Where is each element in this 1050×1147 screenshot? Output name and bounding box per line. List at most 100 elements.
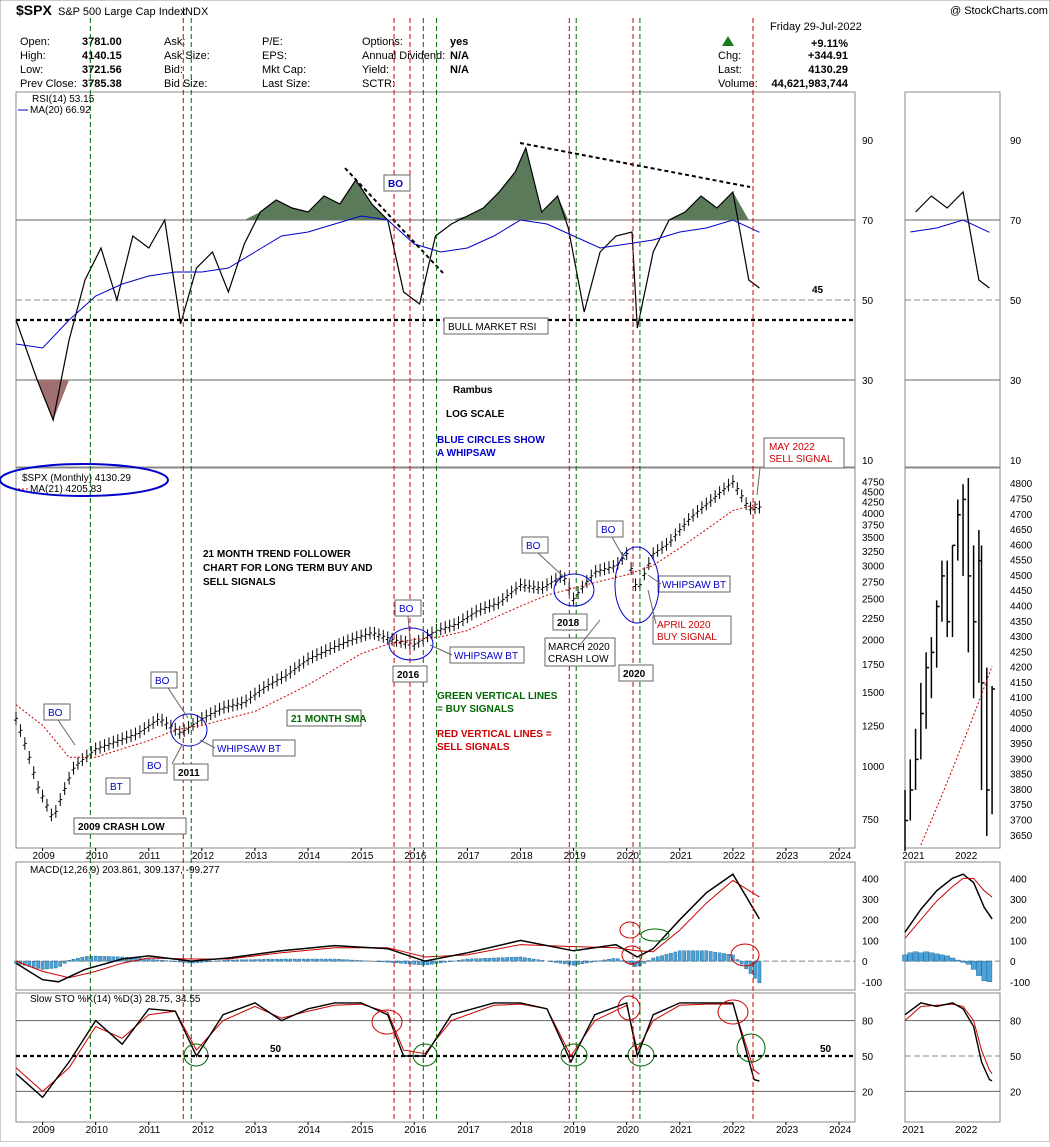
macd-histogram-bar xyxy=(377,961,380,962)
macd-histogram-bar xyxy=(262,959,265,961)
x-axis-year-label: 2009 xyxy=(33,1125,56,1136)
macd-histogram-bar xyxy=(227,960,230,961)
inset-sto-tick-label: 80 xyxy=(1010,1017,1022,1028)
macd-histogram-bar xyxy=(205,961,208,962)
bull-market-rsi-label: BULL MARKET RSI xyxy=(448,322,536,333)
inset-price-tick-label: 4400 xyxy=(1010,601,1033,612)
price-tick-label: 3000 xyxy=(862,561,885,572)
inset-price-tick-label: 4050 xyxy=(1010,709,1033,720)
price-tick-label: 2500 xyxy=(862,595,885,606)
red-lines-label-1: RED VERTICAL LINES = xyxy=(437,729,552,740)
macd-histogram-bar xyxy=(479,959,482,962)
macd-histogram-bar xyxy=(537,960,540,961)
macd-histogram-bar xyxy=(687,951,690,961)
macd-histogram-bar xyxy=(245,960,248,961)
macd-histogram-bar xyxy=(665,954,668,961)
year-callout-2011: 2011 xyxy=(178,768,200,779)
callout-pointer xyxy=(612,537,625,560)
price-tick-label: 1250 xyxy=(862,721,885,732)
macd-histogram-bar xyxy=(98,956,101,961)
macd-histogram-bar xyxy=(466,959,469,961)
inset-macd-histogram-bar xyxy=(939,955,944,961)
march-crash-label-2: CRASH LOW xyxy=(548,654,609,665)
copyright: @ StockCharts.com xyxy=(950,5,1048,17)
macd-histogram-bar xyxy=(59,961,62,966)
whipsaw-label-2011: WHIPSAW BT xyxy=(217,744,281,755)
inset-panel-frame xyxy=(905,468,1000,848)
inset-macd-histogram-bar xyxy=(966,961,971,964)
inset-price-tick-label: 4100 xyxy=(1010,693,1033,704)
index-name: S&P 500 Large Cap Index xyxy=(58,6,186,18)
trend-follower-label-1: 21 MONTH TREND FOLLOWER xyxy=(203,549,352,560)
year-callout-2020: 2020 xyxy=(623,669,646,680)
macd-histogram-bar xyxy=(41,961,44,969)
header-field-label: Yield: xyxy=(362,64,389,76)
inset-rsi-line xyxy=(916,192,990,288)
macd-tick-label: -100 xyxy=(862,978,882,989)
macd-histogram-bar xyxy=(705,951,708,961)
macd-histogram-bar xyxy=(501,958,504,961)
header-field-label: Chg: xyxy=(718,50,741,62)
macd-histogram-bar xyxy=(709,951,712,961)
macd-histogram-bar xyxy=(280,959,283,961)
inset-macd-histogram-bar xyxy=(924,952,929,961)
macd-histogram-bar xyxy=(342,960,345,962)
inset-macd-histogram-bar xyxy=(929,953,934,961)
inset-macd-tick-label: 400 xyxy=(1010,874,1027,885)
macd-histogram-bar xyxy=(700,951,703,961)
macd-histogram-bar xyxy=(607,959,610,961)
macd-histogram-bar xyxy=(572,961,575,965)
macd-histogram-bar xyxy=(740,961,743,964)
rsi-45-label: 45 xyxy=(812,285,824,296)
macd-histogram-bar xyxy=(399,961,402,963)
x-axis-year-label: 2023 xyxy=(776,1125,799,1136)
macd-histogram-bar xyxy=(174,961,177,962)
macd-histogram-bar xyxy=(50,961,53,968)
macd-histogram-bar xyxy=(528,958,531,961)
header-field-value: 4130.29 xyxy=(808,64,848,76)
price-tick-label: 2750 xyxy=(862,577,885,588)
macd-histogram-bar xyxy=(346,960,349,961)
macd-histogram-bar xyxy=(532,959,535,961)
macd-histogram-bar xyxy=(417,961,420,965)
rsi-tick-label: 70 xyxy=(862,216,874,227)
green-lines-label-1: GREEN VERTICAL LINES xyxy=(437,691,558,702)
bo-label: BO xyxy=(399,604,414,615)
macd-histogram-bar xyxy=(603,960,606,961)
macd-histogram-bar xyxy=(267,959,270,961)
rsi-bo-label: BO xyxy=(388,179,403,190)
macd-histogram-bar xyxy=(160,960,163,961)
macd-histogram-bar xyxy=(514,957,517,961)
macd-histogram-bar xyxy=(351,960,354,961)
x-axis-year-label: 2012 xyxy=(192,1125,215,1136)
inset-price-tick-label: 4350 xyxy=(1010,617,1033,628)
blue-circles-label-1: BLUE CIRCLES SHOW xyxy=(437,435,545,446)
bo-label: BO xyxy=(601,525,616,536)
header-field-label: Last: xyxy=(718,64,742,76)
macd-histogram-bar xyxy=(107,957,110,962)
inset-x-axis-year-label: 2021 xyxy=(902,851,925,862)
inset-sto-d-line xyxy=(905,1004,992,1074)
march-crash-label-1: MARCH 2020 xyxy=(548,642,610,653)
inset-macd-histogram-bar xyxy=(976,961,981,975)
price-tick-label: 1000 xyxy=(862,762,885,773)
ticker-symbol[interactable]: $SPX xyxy=(16,2,52,18)
whipsaw-circle xyxy=(389,628,433,660)
macd-histogram-bar xyxy=(643,961,646,963)
header-field-label: Options: xyxy=(362,36,403,48)
may-sell-label-2: SELL SIGNAL xyxy=(769,454,833,465)
x-axis-year-label: 2016 xyxy=(404,1125,427,1136)
macd-histogram-bar xyxy=(81,957,84,961)
blue-circles-label-2: A WHIPSAW xyxy=(437,448,496,459)
bt-label: BT xyxy=(110,782,123,793)
callout-pointer xyxy=(757,468,760,495)
panel-frame xyxy=(16,862,855,990)
x-axis-year-label: 2019 xyxy=(564,1125,587,1136)
macd-histogram-bar xyxy=(590,961,593,962)
header-field-label: Volume: xyxy=(718,78,758,90)
macd-histogram-bar xyxy=(669,953,672,961)
inset-price-tick-label: 3750 xyxy=(1010,800,1033,811)
price-legend-label: $SPX (Monthly) 4130.29 xyxy=(22,473,131,484)
change-percent: +9.11% xyxy=(811,38,848,50)
